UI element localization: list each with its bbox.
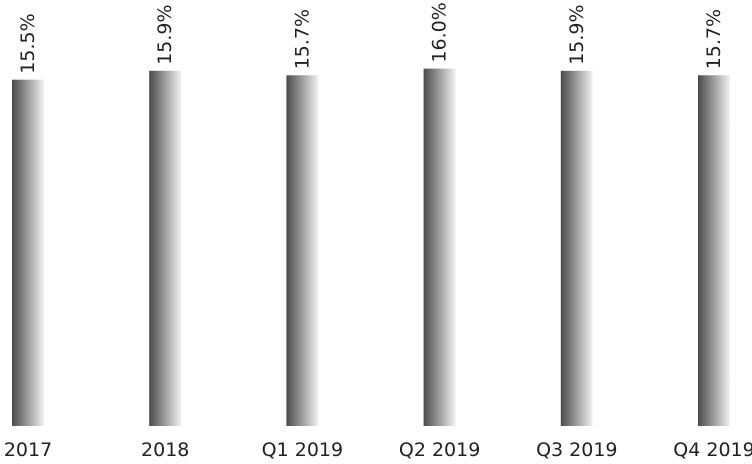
- value-label-q2-2019: 16.0%: [429, 2, 451, 62]
- value-label-q3-2019: 15.9%: [566, 4, 588, 64]
- value-label-2017: 15.5%: [17, 13, 39, 73]
- category-label-q3-2019: Q3 2019: [536, 439, 617, 461]
- category-labels-group: 2017 2018 Q1 2019 Q2 2019 Q3 2019 Q4 2019: [4, 439, 752, 461]
- bar-2018: [149, 70, 182, 427]
- category-label-2018: 2018: [141, 439, 189, 461]
- bar-q1-2019: [286, 75, 319, 427]
- bar-q3-2019: [560, 70, 593, 427]
- bar-q4-2019: [698, 75, 730, 427]
- category-label-q4-2019: Q4 2019: [673, 439, 752, 461]
- value-label-q1-2019: 15.7%: [291, 9, 313, 69]
- bar-q2-2019: [423, 68, 456, 426]
- bar-2017: [12, 79, 44, 426]
- value-labels-group: 15.5% 15.9% 15.7% 16.0% 15.9% 15.7%: [17, 2, 725, 73]
- value-label-q4-2019: 15.7%: [703, 9, 725, 69]
- category-label-q2-2019: Q2 2019: [399, 439, 480, 461]
- bars-group: [12, 68, 730, 427]
- category-label-q1-2019: Q1 2019: [262, 439, 343, 461]
- value-label-2018: 15.9%: [154, 4, 176, 64]
- category-label-2017: 2017: [4, 439, 52, 461]
